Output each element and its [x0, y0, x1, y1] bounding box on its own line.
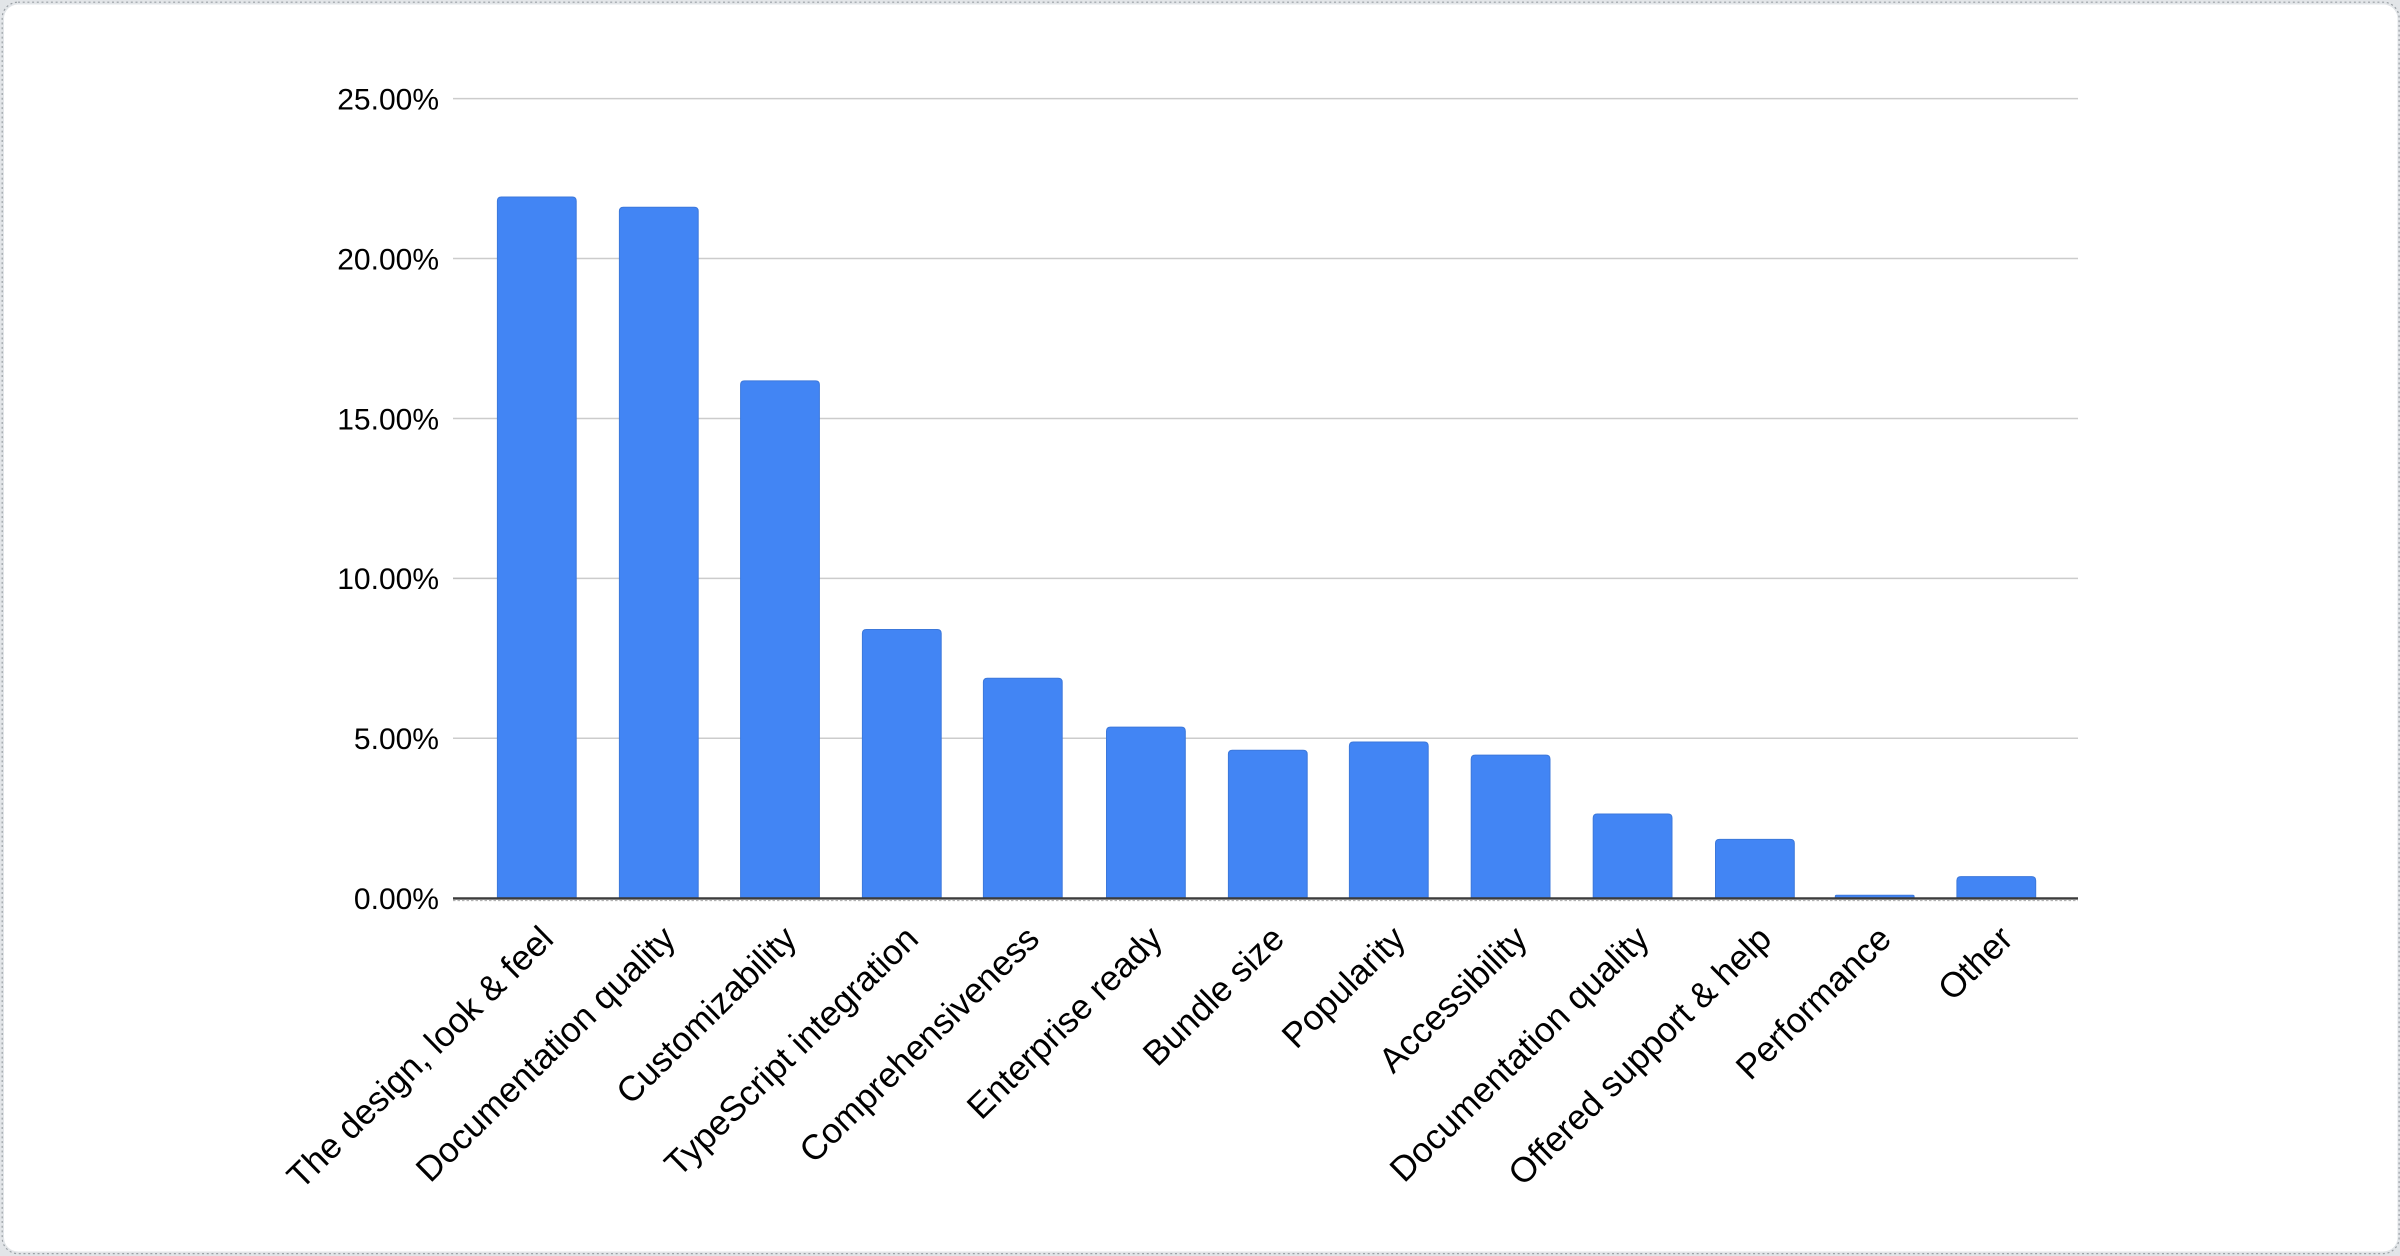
svg-text:10.00%: 10.00%: [337, 563, 439, 596]
svg-text:5.00%: 5.00%: [354, 723, 439, 756]
svg-text:15.00%: 15.00%: [337, 403, 439, 436]
svg-text:20.00%: 20.00%: [337, 243, 439, 276]
svg-text:25.00%: 25.00%: [337, 83, 439, 116]
svg-text:0.00%: 0.00%: [354, 883, 439, 916]
